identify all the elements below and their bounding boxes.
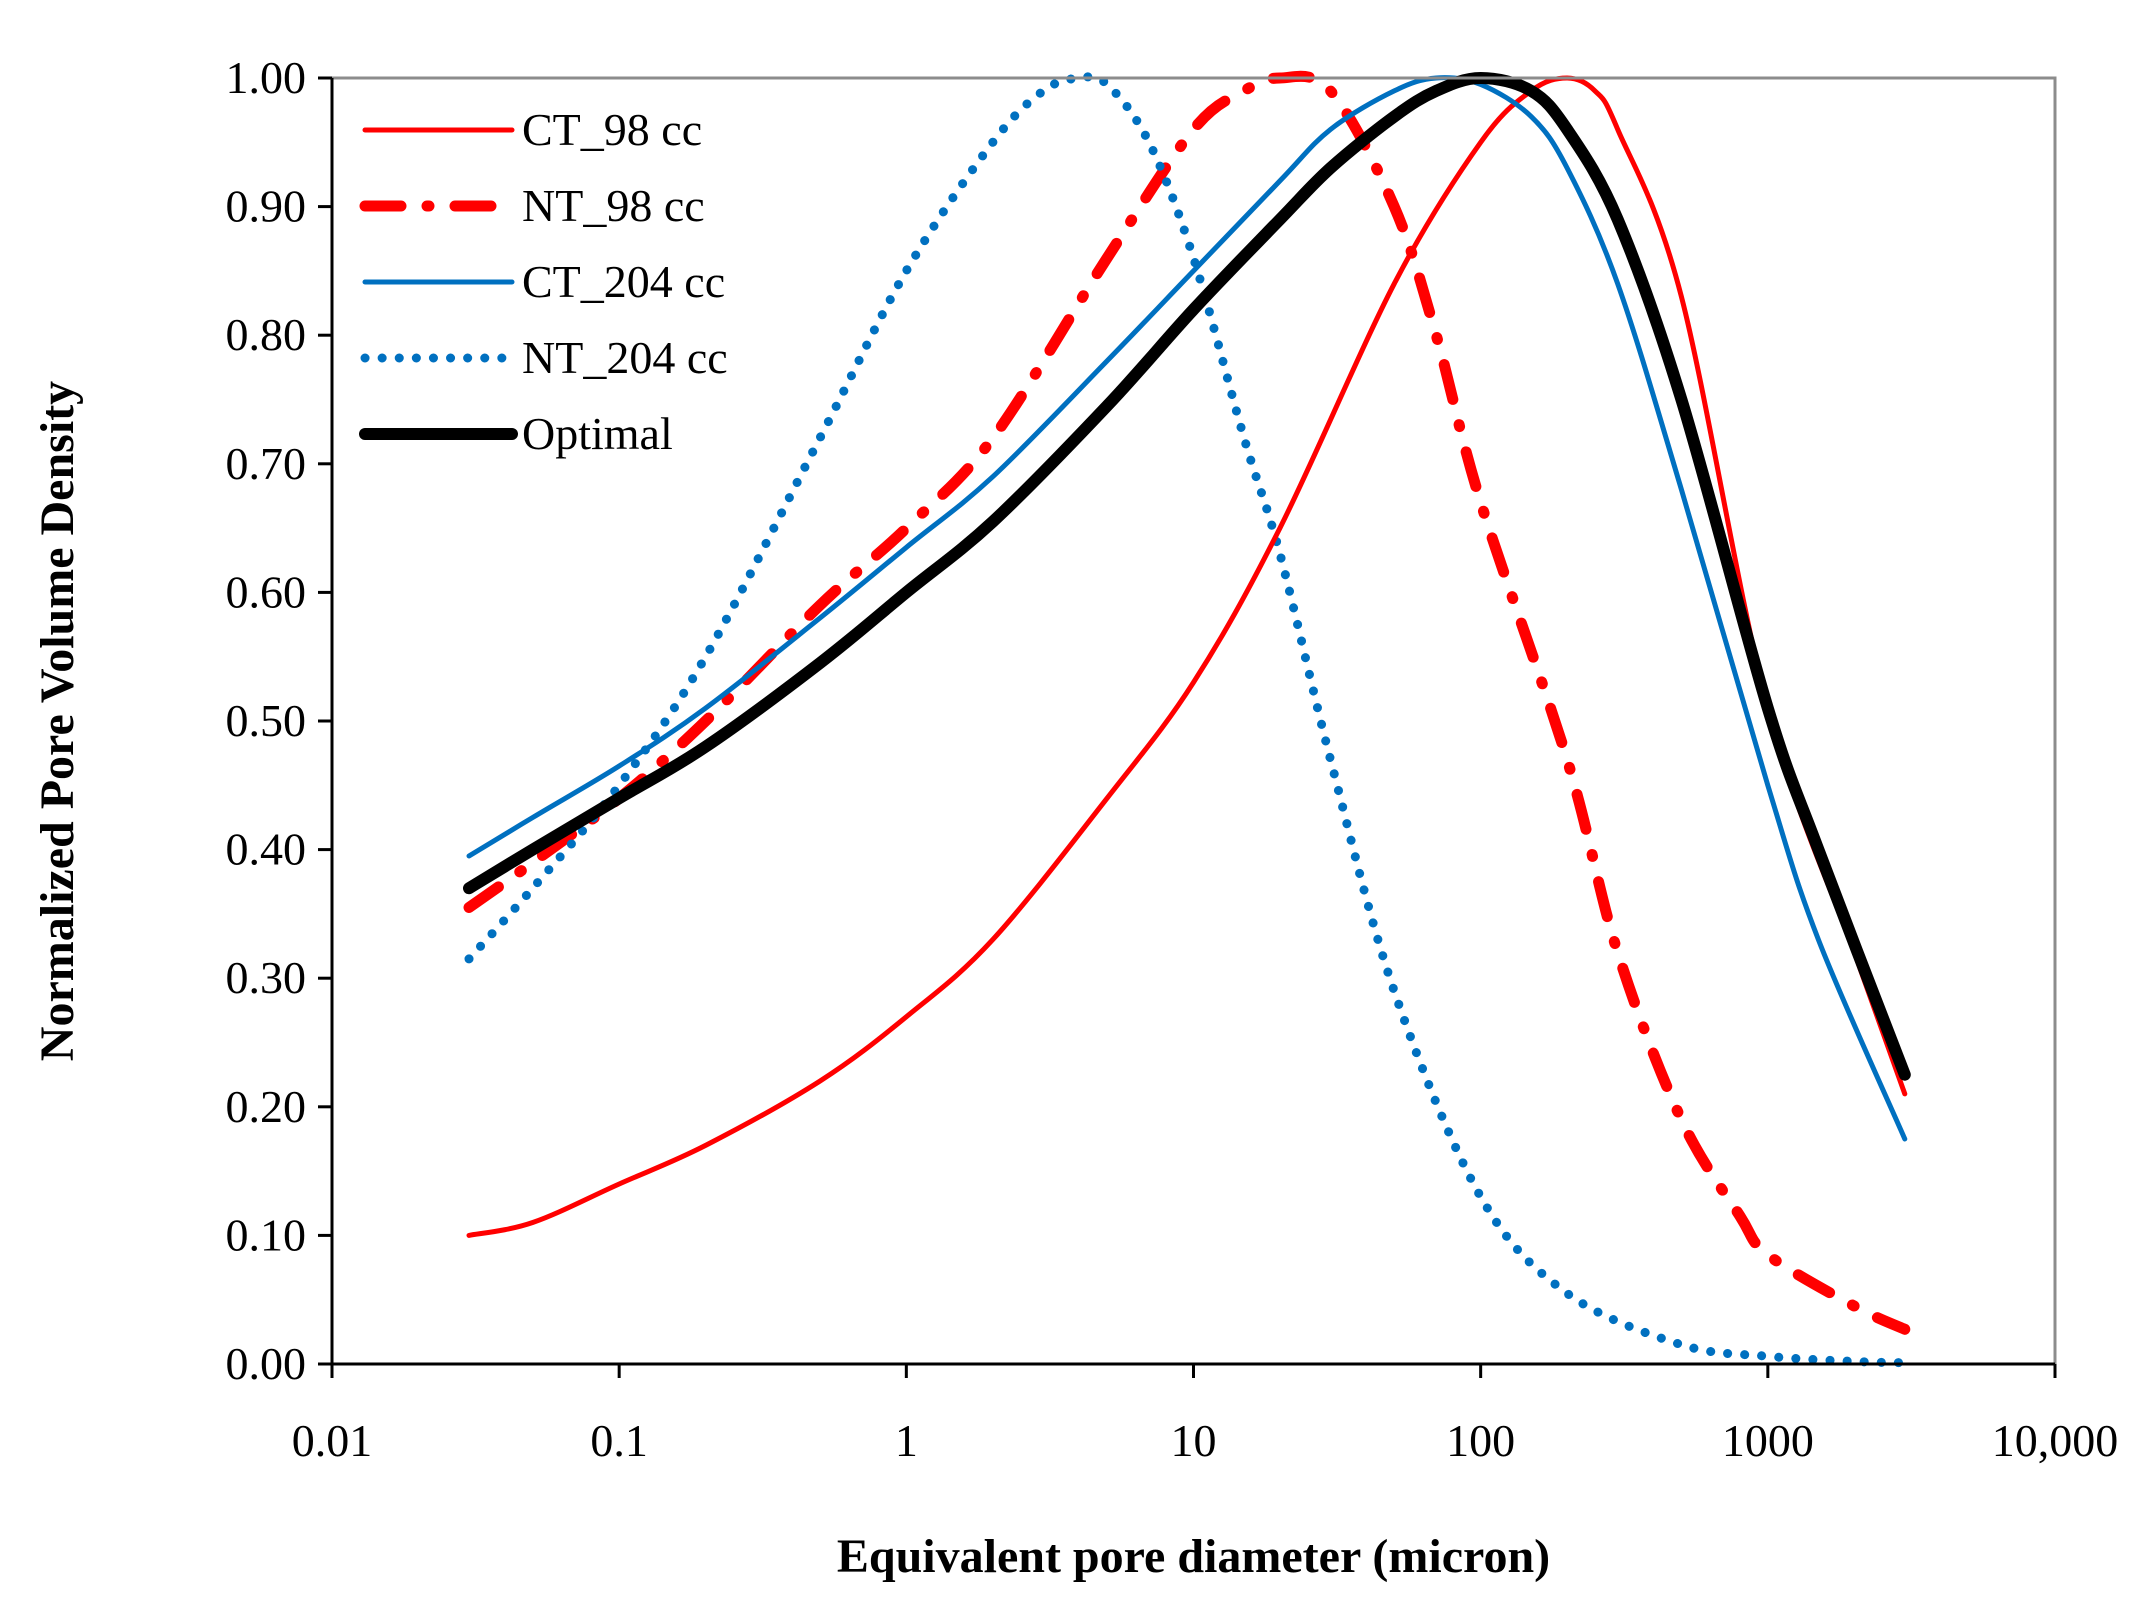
legend: CT_98 cc NT_98 cc CT_204 cc NT_204 cc Optima… [359, 104, 728, 459]
legend-label-nt-98-cc: NT_98 cc [522, 180, 705, 231]
x-tick-label: 0.01 [292, 1415, 373, 1466]
series-line-ct-98-cc [466, 75, 1908, 1238]
y-tick-label: 0.30 [226, 952, 307, 1003]
y-tick-label: 0.80 [226, 309, 307, 360]
y-tick-label: 0.90 [226, 181, 307, 232]
y-tick-label: 0.00 [226, 1338, 307, 1389]
series-line-nt-204-cc [464, 72, 1910, 1368]
series-line-nt-98-cc [463, 70, 1911, 1335]
legend-label-nt-204-cc: NT_204 cc [522, 332, 728, 383]
legend-label-optimal: Optimal [522, 408, 673, 459]
x-tick-label: 100 [1446, 1415, 1515, 1466]
x-tick-label: 10,000 [1992, 1415, 2119, 1466]
legend-label-ct-98-cc: CT_98 cc [522, 104, 702, 155]
x-tick-label: 1000 [1722, 1415, 1814, 1466]
series-line-ct-204-cc [466, 75, 1908, 1142]
y-tick-label: 0.40 [226, 824, 307, 875]
x-tick-label: 1 [895, 1415, 918, 1466]
series-layer [463, 70, 1911, 1368]
x-tick-label: 0.1 [590, 1415, 648, 1466]
series-line-optimal [463, 72, 1911, 1081]
axes-layer: 0.00 0.10 0.20 0.30 0.40 0.50 0.60 0.70 0.80 0.90… [226, 52, 2119, 1466]
y-tick-label: 0.50 [226, 695, 307, 746]
y-tick-label: 0.10 [226, 1209, 307, 1260]
legend-label-ct-204-cc: CT_204 cc [522, 256, 725, 307]
x-tick-label: 10 [1171, 1415, 1217, 1466]
y-tick-label: 0.60 [226, 566, 307, 617]
x-axis-title: Equivalent pore diameter (micron) [837, 1530, 1550, 1583]
y-axis-title: Normalized Pore Volume Density [31, 381, 84, 1061]
y-tick-label: 1.00 [226, 52, 307, 103]
y-tick-label: 0.20 [226, 1081, 307, 1132]
y-tick-label: 0.70 [226, 438, 307, 489]
